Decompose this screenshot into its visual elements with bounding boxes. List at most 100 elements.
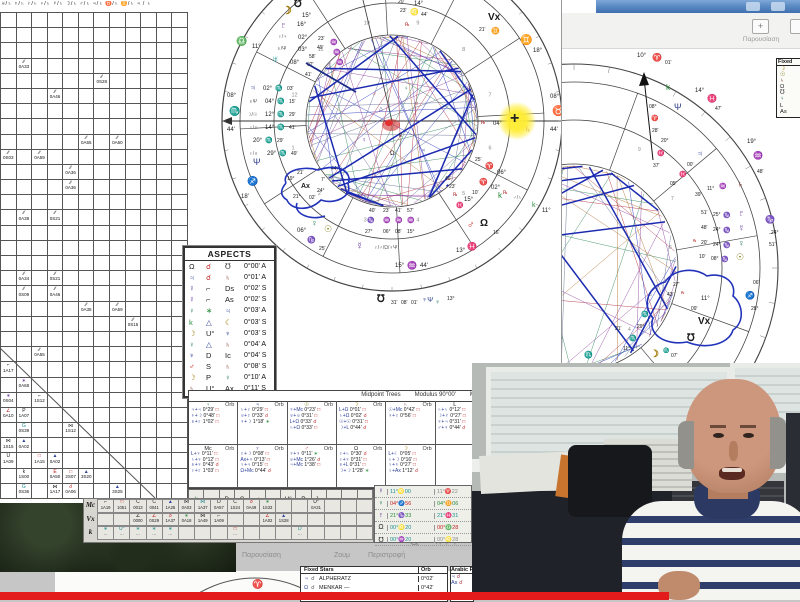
wheel-label: 21' (297, 170, 304, 176)
grid-cell (94, 13, 110, 28)
wheel-label: 7 (671, 196, 674, 202)
grid-cell (110, 469, 126, 484)
grid-cell (157, 43, 173, 58)
grid-cell (63, 453, 79, 468)
wheel-label: 49' (291, 151, 298, 157)
grid-cell (17, 119, 33, 134)
mc-strip-cell: ∠1A02 (259, 513, 276, 527)
wheel-label: Vx (698, 316, 711, 327)
grid-cell (63, 210, 79, 225)
grid-cell (17, 256, 33, 271)
grid-cell (94, 119, 110, 134)
wheel-label: ♅/Ψ (277, 46, 286, 52)
grid-cell (172, 408, 188, 423)
grid-cell (172, 469, 188, 484)
grid-cell (79, 286, 95, 301)
midpoint-grid-header: ♅/♄ ♆/♄ ♇/♄ ♀/♄ ☿/♄ ☽/♄ ♂/♄ ♃/♄ ♉/♄ ♊/♄ … (1, 1, 187, 11)
grid-cell (1, 28, 17, 43)
grid-cell (17, 332, 33, 347)
grid-cell (157, 302, 173, 317)
wheel-label: 46' (445, 176, 452, 182)
presenter-hair-left (678, 421, 694, 469)
mc-strip-cell (194, 526, 211, 540)
grid-cell (110, 28, 126, 43)
wheel-label: Ψ (674, 102, 682, 112)
mc-strip-cell: ⌐1A09 (210, 513, 227, 527)
wheel-label: ☉ (736, 252, 744, 262)
highlight-cursor: + (498, 102, 536, 140)
grid-cell (94, 28, 110, 43)
wheel-label: ♑ (367, 216, 375, 224)
wheel-label: 44' (421, 12, 428, 18)
pen-annotation-loop (647, 270, 741, 345)
wheel-label: ♇ (280, 20, 287, 30)
wheel-label: 23' (383, 208, 390, 214)
grid-cell (94, 256, 110, 271)
chart-center-cluster (382, 119, 400, 131)
grid-cell (141, 28, 157, 43)
grid-cell (126, 180, 142, 195)
wheel-label: 29° (267, 151, 277, 157)
wheel-label: k (498, 191, 503, 200)
grid-cell (157, 13, 173, 28)
wheel-label: 14° (414, 1, 424, 7)
grid-cell (157, 241, 173, 256)
add-button[interactable]: + (752, 19, 769, 34)
grid-cell (110, 317, 126, 332)
grid-cell (1, 241, 17, 256)
grid-cell (94, 59, 110, 74)
wheel-label: 08° (711, 256, 719, 262)
grid-cell (17, 150, 33, 165)
grid-cell (32, 74, 48, 89)
grid-cell (157, 347, 173, 362)
titlebar-button[interactable] (771, 2, 785, 11)
presenter-teeth (722, 468, 742, 472)
wheel-label: 19° (747, 139, 757, 145)
wheel-label: ♒ (719, 182, 727, 190)
mc-strip-cell (340, 513, 357, 527)
wheel-label: 43' (667, 292, 674, 298)
grid-cell (157, 104, 173, 119)
grid-cell (141, 13, 157, 28)
wheel-label: ♊ (520, 33, 532, 46)
wheel-label: 21' (479, 27, 486, 33)
grid-cell (126, 423, 142, 438)
wheel-label: ℞ (681, 290, 685, 295)
grid-cell (94, 241, 110, 256)
grid-cell (172, 104, 188, 119)
mc-strip-cell (97, 513, 114, 527)
wheel-label: 10° (637, 53, 647, 59)
grid-cell (32, 226, 48, 241)
grid-cell (141, 347, 157, 362)
wheel-label: 8 (462, 47, 465, 53)
grid-cell (79, 226, 95, 241)
grid-cell (126, 74, 142, 89)
fixed-star-row: Ω☌MENKAR —0°42' (301, 583, 447, 592)
window-titlebar (596, 0, 800, 13)
wheel-label: 03' (287, 86, 294, 92)
wheel-label: ♃ (421, 148, 426, 154)
grid-cell (94, 469, 110, 484)
wheel-label: 7' (321, 177, 325, 183)
grid-cell (94, 286, 110, 301)
grid-cell (17, 104, 33, 119)
wheel-label: 39' (695, 192, 702, 198)
toolbar-button-partial[interactable] (790, 19, 800, 34)
video-progress-bar[interactable] (0, 592, 669, 600)
grid-cell (79, 393, 95, 408)
grid-cell (110, 256, 126, 271)
wheel-label: 48' (757, 169, 764, 175)
wheel-label: 15° (464, 197, 474, 203)
fixed-stars-list-title: Fixed (777, 59, 800, 66)
grid-cell (79, 59, 95, 74)
wheel-label: 27' (673, 282, 680, 288)
grid-cell (48, 74, 64, 89)
grid-cell (157, 89, 173, 104)
wheel-label: ♌ (410, 7, 419, 16)
wheel-label: 23' (449, 184, 456, 190)
grid-cell: ▲0A02 (48, 453, 64, 468)
titlebar-button[interactable] (746, 2, 760, 11)
